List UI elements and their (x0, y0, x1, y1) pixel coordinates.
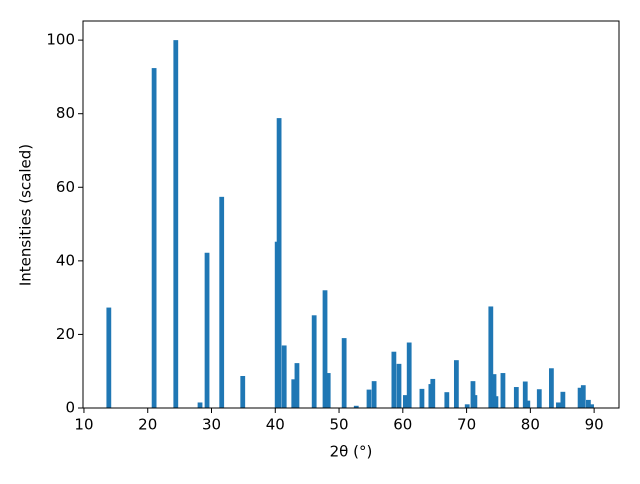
bar (402, 395, 408, 408)
bar (366, 389, 372, 408)
y-tick-label: 100 (46, 31, 75, 49)
bar (472, 395, 478, 408)
y-tick-label: 80 (56, 104, 75, 122)
bar (453, 360, 459, 408)
bar (219, 196, 225, 408)
bar (322, 290, 328, 408)
bar (197, 402, 203, 408)
bar (406, 342, 412, 408)
bar (353, 405, 359, 408)
y-axis-label: Intensities (scaled) (17, 144, 35, 286)
bar (522, 381, 528, 408)
bar (585, 399, 591, 408)
bar (419, 388, 425, 408)
plot-frame (82, 20, 620, 409)
bar (311, 315, 317, 408)
bar (580, 385, 586, 408)
bar (281, 345, 287, 408)
bar (513, 387, 519, 408)
bar (470, 381, 476, 408)
x-tick-label: 40 (266, 416, 285, 434)
bar (173, 40, 179, 409)
bar (525, 400, 531, 408)
bar (577, 387, 583, 408)
bar (291, 379, 297, 408)
y-tick-label: 40 (56, 251, 75, 269)
bar (341, 338, 347, 408)
x-axis-label: 2θ (°) (330, 443, 373, 461)
bar (204, 252, 210, 408)
x-tick-label: 60 (393, 416, 412, 434)
x-tick-label: 10 (74, 416, 93, 434)
bar (151, 68, 157, 408)
y-tick-label: 0 (65, 399, 75, 417)
bar (294, 363, 300, 408)
bar (430, 378, 436, 408)
bar (391, 351, 397, 408)
bar (444, 392, 450, 408)
bar (371, 381, 377, 408)
bar (106, 307, 112, 408)
bar (549, 368, 554, 408)
bar (396, 363, 402, 408)
x-tick-label: 20 (138, 416, 157, 434)
y-tick-label: 60 (56, 178, 75, 196)
bar (276, 118, 282, 409)
bar (493, 396, 499, 408)
y-tick-label: 20 (56, 325, 75, 343)
bar (240, 375, 246, 408)
bar (491, 374, 497, 408)
bar (500, 373, 506, 408)
x-tick-label: 90 (585, 416, 604, 434)
bar (325, 373, 331, 408)
bar (536, 389, 542, 408)
bar (488, 306, 494, 408)
bar (464, 404, 470, 408)
bar (560, 391, 566, 408)
x-tick-label: 50 (329, 416, 348, 434)
bar (589, 404, 594, 408)
x-tick-label: 70 (457, 416, 476, 434)
x-tick-label: 80 (521, 416, 540, 434)
bar (556, 402, 561, 408)
x-tick-label: 30 (202, 416, 221, 434)
